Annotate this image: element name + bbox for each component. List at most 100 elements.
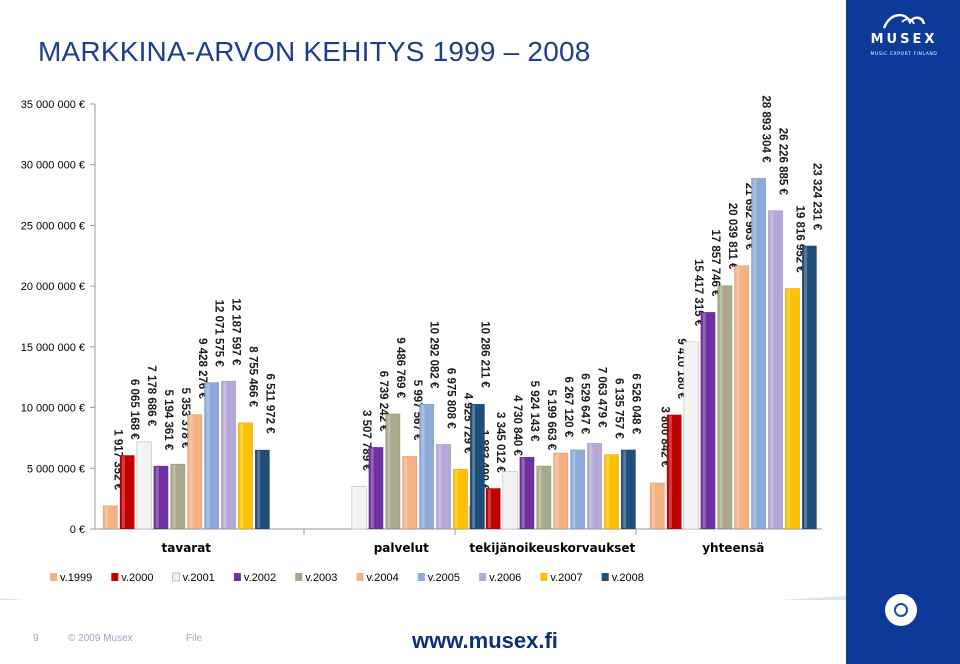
bar xyxy=(102,505,118,530)
target-icon xyxy=(885,594,917,626)
bar-highlight xyxy=(668,415,672,528)
data-label: 6 267 120 € xyxy=(562,376,574,437)
legend-swatch xyxy=(233,573,241,581)
bar xyxy=(153,465,169,530)
bar-highlight xyxy=(572,450,576,528)
bar xyxy=(136,441,152,530)
bar xyxy=(717,285,733,530)
data-label: 6 135 757 € xyxy=(612,378,624,439)
bar xyxy=(649,482,665,530)
bar-highlight xyxy=(623,450,627,528)
bar-highlight xyxy=(753,179,757,528)
bar-highlight xyxy=(138,442,142,528)
data-label: 12 071 575 € xyxy=(213,300,225,368)
bar xyxy=(683,341,699,530)
bar-highlight xyxy=(105,506,108,528)
data-label: 9 486 769 € xyxy=(394,337,406,398)
bar xyxy=(620,449,636,530)
legend-swatch xyxy=(172,572,181,582)
data-label: 5 199 663 € xyxy=(545,389,557,450)
bar-highlight xyxy=(155,466,159,528)
data-label: 5 924 143 € xyxy=(528,381,540,442)
y-tick-label: 35 000 000 € xyxy=(21,99,85,111)
bar-highlight xyxy=(223,382,227,528)
bar xyxy=(170,463,186,530)
bar-highlight xyxy=(652,483,655,528)
legend-swatch xyxy=(295,573,303,581)
bar xyxy=(385,413,401,530)
bar-highlight xyxy=(606,455,610,528)
bar xyxy=(751,177,767,530)
bar xyxy=(570,449,586,530)
legend-swatch xyxy=(356,573,364,581)
bar-highlight xyxy=(685,342,689,528)
bar xyxy=(469,403,485,530)
data-label: 28 893 304 € xyxy=(760,95,772,163)
bar-highlight xyxy=(804,246,808,528)
y-tick-label: 15 000 000 € xyxy=(21,342,85,354)
bar xyxy=(801,245,817,530)
copyright-text: © 2009 Musex xyxy=(68,633,133,644)
legend-label: v.2003 xyxy=(305,572,337,584)
bar-highlight xyxy=(521,458,525,528)
bar-highlight xyxy=(240,423,244,528)
bar-highlight xyxy=(455,470,459,528)
bar xyxy=(402,455,418,530)
x-category-label: yhteensä xyxy=(702,541,764,555)
bar-highlight xyxy=(555,453,559,528)
page-number: 9 xyxy=(33,633,39,644)
bar-highlight xyxy=(189,415,193,528)
data-label: 7 178 686 € xyxy=(145,365,157,426)
file-label: File xyxy=(186,633,203,644)
legend-swatch xyxy=(50,573,57,581)
bar xyxy=(666,414,682,530)
data-label: 5 194 361 € xyxy=(162,390,174,451)
data-label: 26 226 885 € xyxy=(777,128,789,196)
y-tick-label: 30 000 000 € xyxy=(21,160,85,172)
data-label: 3 345 012 € xyxy=(494,412,506,473)
bar-highlight xyxy=(770,211,774,528)
legend-label: v.1999 xyxy=(60,572,92,584)
y-tick-label: 25 000 000 € xyxy=(21,220,85,232)
legend-label: v.2005 xyxy=(428,572,460,584)
data-label: 23 324 231 € xyxy=(810,163,822,231)
bar xyxy=(419,403,435,530)
bar-highlight xyxy=(353,487,357,528)
bar xyxy=(700,311,716,530)
bar xyxy=(254,449,270,530)
bar-highlight xyxy=(504,472,508,528)
data-label: 6 529 647 € xyxy=(579,373,591,434)
legend-label: v.2004 xyxy=(367,572,399,584)
logo-subtitle: MUSIC EXPORT FINLAND xyxy=(870,52,938,57)
bar xyxy=(734,265,750,530)
legend-label: v.2008 xyxy=(612,572,644,584)
bar xyxy=(237,422,253,530)
y-tick-label: 0 € xyxy=(70,524,85,536)
bar xyxy=(784,288,801,530)
x-category-label: tekijänoikeuskorvaukset xyxy=(469,541,635,555)
bar-highlight xyxy=(472,405,476,528)
x-category-label: palvelut xyxy=(374,541,429,555)
brand-sidebar xyxy=(846,0,960,664)
bar xyxy=(485,488,501,530)
legend-label: v.2006 xyxy=(489,572,521,584)
bar xyxy=(553,452,569,530)
bar xyxy=(351,486,367,530)
bar xyxy=(119,455,135,530)
data-label: 4 730 840 € xyxy=(511,395,523,456)
footer-swoosh xyxy=(0,596,846,600)
data-label: 10 286 211 € xyxy=(478,321,490,388)
musex-logo: MUSEX MUSIC EXPORT FINLAND xyxy=(862,10,946,66)
bar xyxy=(502,471,518,530)
y-tick-label: 5 000 000 € xyxy=(27,463,85,475)
bar-highlight xyxy=(538,466,542,528)
y-tick-label: 20 000 000 € xyxy=(21,281,85,293)
data-label: 17 857 746 € xyxy=(709,229,721,297)
bar-highlight xyxy=(206,383,210,528)
logo-text: MUSEX xyxy=(870,32,938,47)
bar-highlight xyxy=(487,489,491,528)
bar xyxy=(603,454,620,530)
legend-swatch xyxy=(417,573,425,581)
bar xyxy=(221,380,237,530)
data-label: 6 511 972 € xyxy=(263,374,275,435)
